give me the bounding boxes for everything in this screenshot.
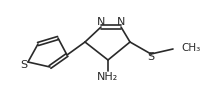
Text: S: S: [20, 60, 28, 70]
Text: NH₂: NH₂: [97, 72, 119, 82]
Text: N: N: [97, 17, 105, 27]
Text: CH₃: CH₃: [181, 43, 200, 53]
Text: N: N: [117, 17, 125, 27]
Text: S: S: [147, 52, 155, 62]
